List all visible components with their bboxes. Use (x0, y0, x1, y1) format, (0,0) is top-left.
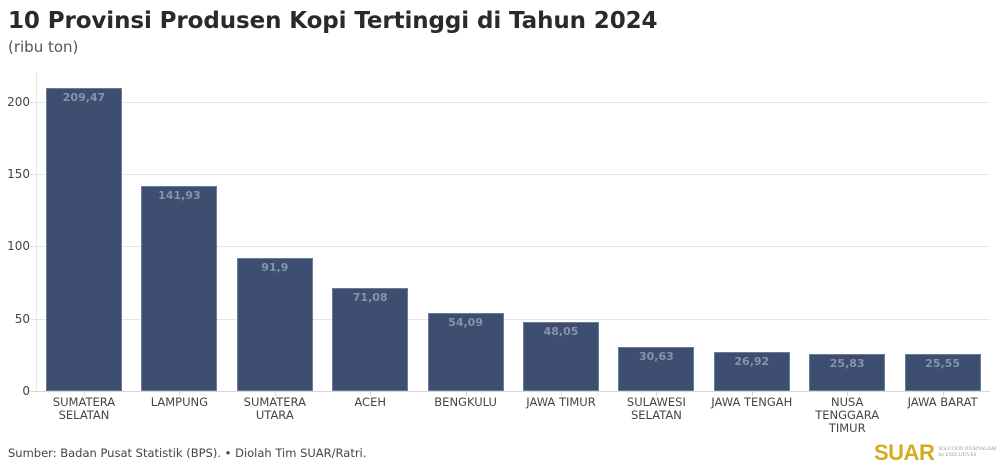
bar-value-label: 91,9 (261, 261, 289, 275)
bar: 25,55 (904, 354, 981, 391)
chart-subtitle: (ribu ton) (8, 38, 79, 56)
bar: 25,83 (809, 353, 886, 391)
bar: 54,09 (427, 312, 504, 391)
x-tick-label: SUMATERA UTARA (243, 395, 306, 422)
x-tick-label: JAWA TIMUR (526, 395, 596, 409)
y-tick-label: 50 (14, 311, 30, 326)
gridline (30, 174, 990, 176)
bar: 26,92 (713, 352, 790, 391)
x-tick-mark (751, 392, 753, 396)
logo-wordmark: SUAR (874, 440, 935, 465)
x-tick-mark (942, 392, 944, 396)
x-tick-mark (465, 392, 467, 396)
x-tick-label: SULAWESI SELATAN (626, 395, 686, 422)
x-tick-mark (656, 392, 658, 396)
bar: 48,05 (523, 321, 599, 391)
y-tick-label: 150 (7, 167, 30, 182)
x-tick-label: SUMATERA SELATAN (52, 395, 116, 422)
bar-value-label: 30,63 (638, 349, 674, 363)
bar: 141,93 (141, 185, 218, 391)
logo-tagline: SOLUTION JOURNALISM for EXECUTIVES (938, 447, 997, 458)
bar: 209,47 (46, 88, 122, 391)
gridline (30, 101, 990, 103)
bar: 71,08 (332, 288, 409, 391)
x-tick-mark (274, 392, 276, 396)
bar: 30,63 (618, 346, 695, 391)
x-tick-label: BENGKULU (434, 395, 497, 409)
bar-value-label: 71,08 (352, 291, 388, 305)
x-tick-mark (561, 392, 562, 396)
bar: 91,9 (236, 258, 313, 391)
gridline (30, 246, 990, 248)
bar-value-label: 25,55 (925, 357, 960, 371)
chart-title: 10 Provinsi Produsen Kopi Tertinggi di T… (8, 8, 658, 34)
bar-value-label: 54,09 (448, 315, 483, 329)
bar-value-label: 141,93 (158, 188, 201, 202)
bar-value-label: 26,92 (734, 355, 770, 369)
x-tick-mark (84, 392, 85, 396)
bar-value-label: 48,05 (543, 324, 579, 338)
y-tick-label: 0 (22, 384, 30, 398)
y-tick-label: 100 (7, 239, 30, 254)
x-tick-mark (179, 392, 181, 396)
x-tick-mark (847, 392, 849, 396)
y-axis-line (36, 72, 37, 392)
suar-logo: SUAR SOLUTION JOURNALISM for EXECUTIVES (874, 440, 996, 466)
x-tick-label: NUSA TENGGARA TIMUR (815, 395, 880, 435)
x-tick-label: JAWA BARAT (907, 395, 978, 409)
x-axis-line (30, 391, 990, 392)
gridline (30, 318, 990, 320)
x-tick-label: ACEH (354, 395, 386, 409)
bar-value-label: 209,47 (62, 91, 106, 105)
x-tick-mark (370, 392, 372, 396)
x-tick-label: JAWA TENGAH (711, 395, 793, 409)
source-note: Sumber: Badan Pusat Statistik (BPS). • D… (8, 446, 367, 460)
x-tick-label: LAMPUNG (150, 395, 209, 409)
y-tick-label: 200 (7, 94, 30, 109)
bar-value-label: 25,83 (829, 356, 865, 370)
